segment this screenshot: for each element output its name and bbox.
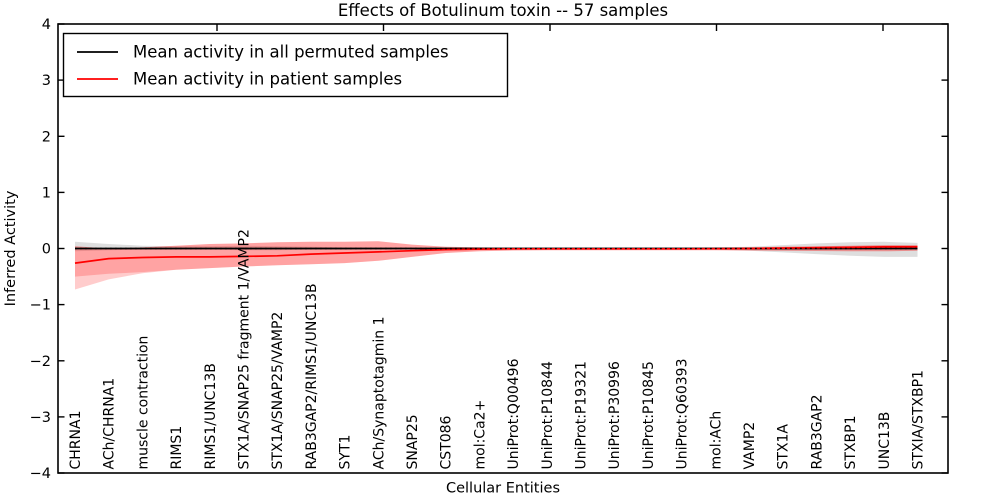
legend-box [62, 32, 509, 98]
y-axis-tick-labels: 4 3 2 1 0 −1 −2 −3 −4 [30, 17, 51, 482]
x-tick-label: CHRNA1 [68, 411, 84, 470]
x-tick-label: STX1A [776, 424, 792, 470]
y-tick-label: 0 [42, 242, 51, 258]
x-tick-label: UniProt:P19321 [574, 361, 590, 469]
band-series-1 [75, 241, 918, 277]
x-tick-label: ACh/Synaptotagmin 1 [371, 317, 387, 470]
x-axis-tick-labels: CHRNA1 ACh/CHRNA1 muscle contraction RIMS1 R… [68, 229, 927, 469]
y-tick-label: 3 [42, 73, 51, 89]
y-tick-label: 4 [42, 17, 51, 33]
x-tick-label: mol:ACh [708, 411, 724, 470]
legend-label-patient: Mean activity in patient samples [133, 70, 402, 89]
x-tick-label: UniProt:P10844 [540, 361, 556, 469]
y-tick-label: −2 [30, 354, 51, 370]
x-tick-label: UNC13B [877, 412, 893, 470]
x-axis-title: Cellular Entities [446, 481, 560, 497]
y-tick-label: −3 [30, 410, 51, 426]
x-tick-label: SYT1 [338, 435, 354, 470]
x-tick-label: STX1A/SNAP25 fragment 1/VAMP2 [237, 229, 253, 469]
x-tick-label: RAB3GAP2/RIMS1/UNC13B [304, 283, 320, 469]
y-tick-label: 1 [42, 185, 51, 201]
x-tick-label: muscle contraction [135, 336, 151, 470]
x-tick-label: STXIA/STXBP1 [911, 370, 927, 469]
band-outer-series-1 [75, 241, 918, 290]
y-tick-label: 2 [42, 129, 51, 145]
x-tick-label: UniProt:Q60393 [675, 359, 691, 470]
x-tick-label: VAMP2 [742, 422, 758, 470]
x-tick-label: mol:Ca2+ [472, 400, 488, 470]
x-tick-label: STXBP1 [843, 416, 859, 470]
x-tick-label: UniProt:Q00496 [506, 358, 522, 469]
y-tick-label: −4 [30, 466, 51, 482]
chart-title: Effects of Botulinum toxin -- 57 samples [338, 1, 668, 20]
x-tick-label: RIMS1/UNC13B [203, 363, 219, 469]
x-tick-label: RAB3GAP2 [809, 394, 825, 469]
x-tick-label: UniProt:P10845 [641, 361, 657, 469]
data-lines [74, 245, 918, 264]
x-tick-label: ACh/CHRNA1 [102, 378, 118, 470]
x-tick-label: SNAP25 [405, 414, 421, 469]
y-tick-label: −1 [30, 298, 51, 314]
x-tick-label: CST086 [439, 415, 455, 469]
x-tick-label: STX1A/SNAP25/VAMP2 [270, 312, 286, 470]
x-tick-label: RIMS1 [169, 426, 185, 470]
plot-border [57, 23, 949, 474]
x-tick-label: UniProt:P30996 [607, 361, 623, 469]
y-axis-title: Inferred Activity [3, 190, 19, 306]
legend-label-permuted: Mean activity in all permuted samples [133, 43, 449, 62]
legend: Mean activity in all permuted samples Me… [62, 32, 509, 98]
